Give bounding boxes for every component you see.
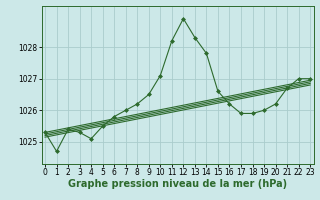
X-axis label: Graphe pression niveau de la mer (hPa): Graphe pression niveau de la mer (hPa) xyxy=(68,179,287,189)
